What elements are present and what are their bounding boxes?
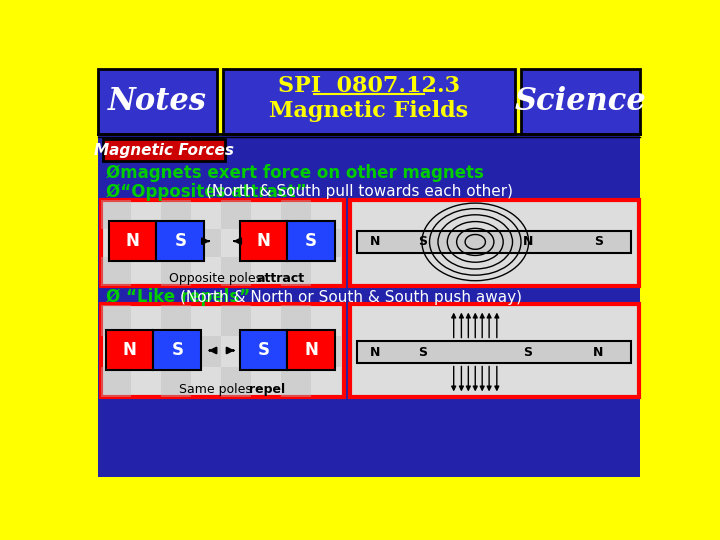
Bar <box>131 336 161 367</box>
Bar <box>221 257 251 286</box>
Bar <box>350 303 639 397</box>
Text: Science: Science <box>514 86 646 117</box>
Bar <box>240 330 287 370</box>
Text: SPI  0807.12.3: SPI 0807.12.3 <box>278 76 460 97</box>
Bar <box>104 139 225 161</box>
Text: S: S <box>171 341 184 360</box>
Bar <box>101 305 131 336</box>
Text: Ø“Opposites attract”: Ø“Opposites attract” <box>106 183 306 201</box>
Bar <box>222 69 516 134</box>
Text: Magnetic Fields: Magnetic Fields <box>269 100 469 122</box>
Bar <box>161 367 191 397</box>
Text: S: S <box>418 235 428 248</box>
Text: S: S <box>594 235 603 248</box>
Bar <box>287 221 335 261</box>
Bar <box>311 229 341 257</box>
Text: Ømagnets exert force on other magnets: Ømagnets exert force on other magnets <box>106 164 484 181</box>
Bar <box>153 330 201 370</box>
Bar <box>357 341 631 363</box>
Text: Notes: Notes <box>108 86 207 117</box>
Bar <box>101 367 131 397</box>
Bar <box>101 303 343 397</box>
Bar <box>161 200 191 229</box>
Bar <box>98 137 640 477</box>
Bar <box>191 229 221 257</box>
Bar <box>282 200 311 229</box>
Text: N: N <box>523 235 533 248</box>
Text: S: S <box>523 346 532 359</box>
Bar <box>109 221 156 261</box>
Text: (North & South pull towards each other): (North & South pull towards each other) <box>206 184 513 199</box>
Bar <box>311 336 341 367</box>
Bar <box>282 257 311 286</box>
Text: N: N <box>305 341 318 360</box>
Bar <box>221 305 251 336</box>
Bar <box>156 221 204 261</box>
Text: S: S <box>258 341 269 360</box>
Text: N: N <box>122 341 137 360</box>
Text: repel: repel <box>249 383 285 396</box>
Text: N: N <box>126 232 140 250</box>
Text: S: S <box>174 232 186 250</box>
Text: Same poles: Same poles <box>179 383 256 396</box>
Text: S: S <box>418 346 428 359</box>
Bar <box>161 257 191 286</box>
Bar <box>282 367 311 397</box>
Text: Opposite poles: Opposite poles <box>168 272 266 285</box>
Text: N: N <box>370 235 380 248</box>
Bar <box>521 69 640 134</box>
Text: Ø “Like repels”: Ø “Like repels” <box>106 288 250 306</box>
Bar <box>240 221 287 261</box>
Bar <box>221 200 251 229</box>
Bar <box>106 330 153 370</box>
Bar <box>357 231 631 253</box>
Bar <box>282 305 311 336</box>
Bar <box>350 200 639 286</box>
Bar <box>221 367 251 397</box>
Text: S: S <box>305 232 318 250</box>
Bar <box>251 336 282 367</box>
Text: N: N <box>593 346 603 359</box>
Text: N: N <box>370 346 380 359</box>
Text: N: N <box>256 232 271 250</box>
Bar <box>98 69 217 134</box>
Text: attract: attract <box>256 272 305 285</box>
Bar <box>191 336 221 367</box>
Bar <box>101 200 131 229</box>
Text: Magnetic Forces: Magnetic Forces <box>94 143 234 158</box>
Bar <box>287 330 335 370</box>
Bar <box>131 229 161 257</box>
Bar <box>251 229 282 257</box>
Bar <box>101 257 131 286</box>
Text: (North & North or South & South push away): (North & North or South & South push awa… <box>180 290 522 305</box>
Bar <box>161 305 191 336</box>
Bar <box>101 200 343 286</box>
